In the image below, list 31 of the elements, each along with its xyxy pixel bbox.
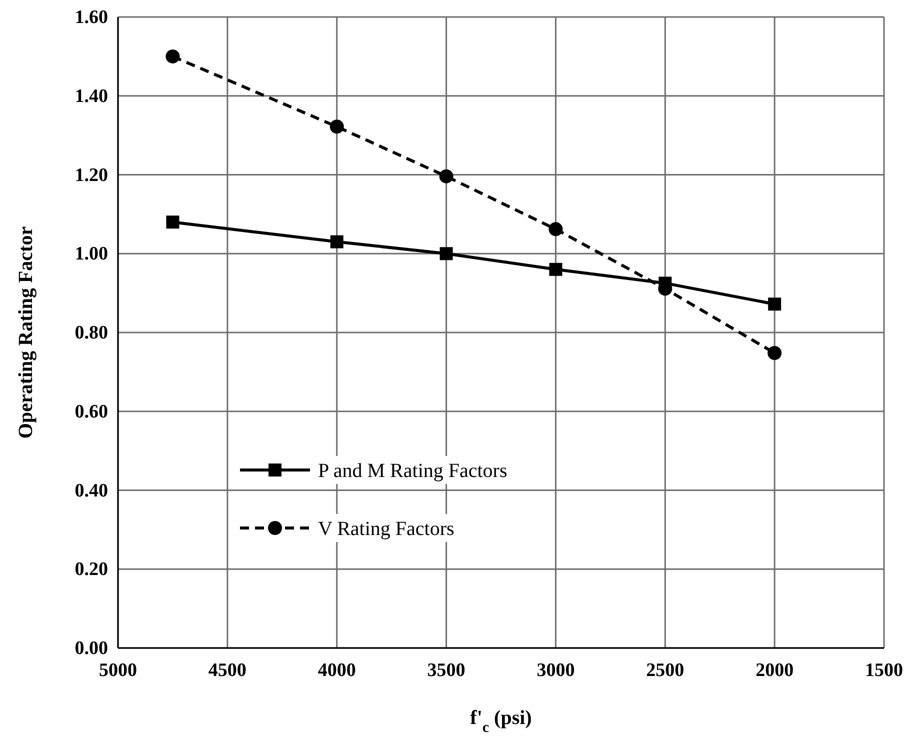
x-tick-label: 3500 — [427, 660, 466, 681]
point — [768, 346, 782, 360]
point — [548, 222, 563, 236]
point — [330, 120, 344, 134]
y-tick-label: 1.40 — [74, 86, 108, 107]
y-tick-label: 0.80 — [74, 322, 108, 344]
y-tick-label: 0.40 — [74, 480, 108, 502]
point — [439, 169, 454, 184]
y-tick-label: 1.00 — [74, 244, 108, 265]
y-tick-label: 0.20 — [74, 559, 108, 580]
y-tick-label: 1.20 — [74, 164, 108, 186]
y-axis-title: Operating Rating Factor — [15, 226, 37, 439]
x-axis-title: f'$_{c}$ (psi) — [470, 707, 532, 736]
legend-label: V Rating Factors — [318, 518, 455, 540]
point — [330, 235, 344, 248]
x-tick-label: 5000 — [99, 660, 137, 681]
y-tick-label: 1.60 — [74, 7, 108, 28]
x-tick-label: 2000 — [756, 660, 794, 681]
x-tick-label: 4000 — [318, 660, 356, 681]
point — [440, 247, 453, 260]
y-tick-label: 0.60 — [74, 401, 108, 422]
x-tick-label: 2500 — [646, 660, 684, 681]
point — [549, 262, 562, 276]
y-tick-label: 0.00 — [74, 638, 108, 659]
point — [166, 216, 180, 229]
point — [166, 49, 180, 64]
x-tick-label: 1500 — [865, 660, 903, 681]
legend-label: P and M Rating Factors — [318, 460, 508, 482]
x-tick-label: 3000 — [536, 660, 575, 681]
point — [768, 298, 782, 311]
x-tick-label: 4500 — [208, 660, 246, 681]
